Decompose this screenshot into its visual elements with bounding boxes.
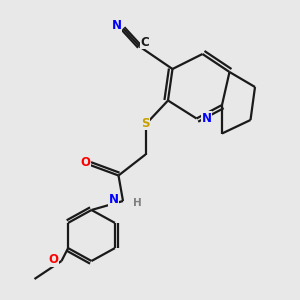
Text: C: C: [140, 35, 149, 49]
Text: O: O: [49, 253, 58, 266]
Text: N: N: [109, 193, 118, 206]
Text: N: N: [202, 112, 212, 125]
Text: N: N: [112, 19, 122, 32]
Text: H: H: [134, 198, 142, 208]
Text: S: S: [141, 116, 150, 130]
Text: O: O: [80, 155, 91, 169]
